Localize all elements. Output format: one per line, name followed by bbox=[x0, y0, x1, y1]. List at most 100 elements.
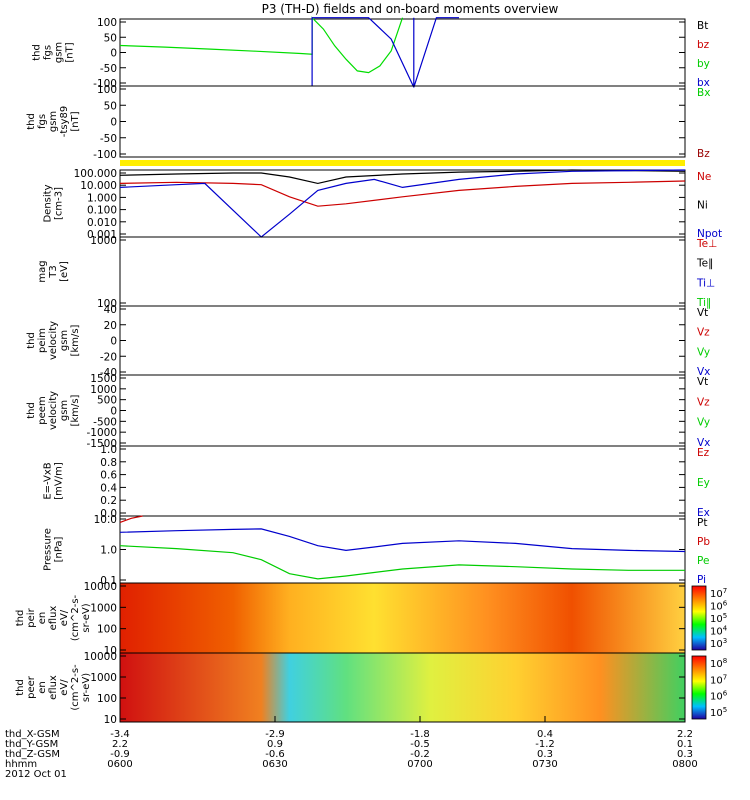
x-row-value: -0.5 bbox=[410, 739, 430, 750]
figure-title: P3 (TH-D) fields and on-board moments ov… bbox=[262, 2, 559, 16]
legend-label: Vy bbox=[697, 346, 710, 358]
y-tick-label: 10 bbox=[104, 645, 117, 657]
y-tick-label: 10.000 bbox=[80, 180, 117, 192]
date-label: 2012 Oct 01 bbox=[5, 769, 67, 780]
x-row-value: 0.3 bbox=[537, 749, 553, 760]
y-tick-label: 1.0 bbox=[100, 545, 117, 557]
panel-peer-energy-flux: 108 107 106 105 10000 1000 100 10 thdpeereneflux… bbox=[15, 651, 728, 726]
colorbar-tick-label: 105 bbox=[710, 706, 727, 719]
x-row-value: -0.6 bbox=[265, 749, 285, 760]
x-row-label: hhmm bbox=[5, 759, 37, 770]
legend-label: Vt bbox=[697, 307, 708, 319]
y-tick-label: 0 bbox=[110, 117, 117, 129]
x-row-label: thd_Y-GSM bbox=[5, 739, 58, 750]
y-tick-label: -500 bbox=[93, 416, 117, 428]
x-row-value: 0800 bbox=[672, 759, 697, 770]
colorbar-tick-label: 104 bbox=[710, 625, 728, 638]
series-line-Pi bbox=[119, 528, 686, 553]
colorbar-peir-energy-flux bbox=[691, 585, 707, 651]
y-tick-label: 1500 bbox=[90, 373, 117, 385]
y-tick-label: -1500 bbox=[86, 438, 117, 450]
y-tick-label: 50 bbox=[104, 100, 117, 112]
y-tick-label: -100 bbox=[93, 149, 117, 161]
y-tick-label: 20 bbox=[104, 320, 117, 332]
legend-label: Pb bbox=[697, 536, 710, 548]
y-tick-label: 1000 bbox=[90, 672, 117, 684]
series-line-Npot bbox=[119, 169, 686, 238]
y-tick-label: -40 bbox=[100, 367, 117, 379]
legend-label: Vz bbox=[697, 327, 710, 339]
colorbar-tick-label: 106 bbox=[710, 690, 728, 703]
y-tick-label: 0.0 bbox=[100, 508, 117, 520]
x-row-value: 0.4 bbox=[537, 729, 553, 740]
legend-label: Te‖ bbox=[696, 258, 713, 270]
colorbar-tick-label: 103 bbox=[710, 637, 727, 650]
y-tick-label: 1.000 bbox=[87, 192, 117, 204]
y-axis-title: thdfgsgsm-tsy89[nT] bbox=[26, 106, 81, 137]
y-tick-label: 50 bbox=[104, 32, 117, 44]
panel-fgs-gsm-full: 100 50 0 -50 -100 thdfgsgsm-tsy89[nT] Bx Bz bbox=[26, 84, 710, 161]
panel-peim-velocity: 40 20 0 -20 -40 thdpeimvelocitygsm[km/s] Vt Vz V… bbox=[26, 304, 710, 379]
series-line-Ni bbox=[119, 169, 686, 185]
x-row-value: 0.1 bbox=[677, 739, 693, 750]
x-row-value: 0600 bbox=[107, 759, 132, 770]
legend-label: Vx bbox=[697, 366, 710, 378]
colorbar-tick-label: 107 bbox=[710, 587, 727, 600]
y-tick-label: 1000 bbox=[90, 235, 117, 247]
legend-label: Pe bbox=[697, 555, 709, 567]
y-tick-label: 100 bbox=[97, 624, 117, 636]
y-tick-label: 10.0 bbox=[94, 514, 117, 526]
legend-label: Vx bbox=[697, 437, 710, 449]
legend-label: bx bbox=[697, 77, 710, 89]
colorbar-tick-label: 106 bbox=[710, 600, 728, 613]
y-tick-label: -20 bbox=[100, 351, 117, 363]
x-row-value: 2.2 bbox=[112, 739, 128, 750]
y-tick-label: -50 bbox=[100, 63, 117, 75]
y-axis-title: thdpeimvelocitygsm[km/s] bbox=[26, 321, 81, 360]
legend-label: Ez bbox=[697, 447, 710, 459]
legend-label: by bbox=[697, 58, 710, 70]
panel-frame bbox=[119, 445, 686, 517]
x-row-label: thd_Z-GSM bbox=[5, 749, 60, 760]
legend-label: Vt bbox=[697, 376, 708, 388]
y-tick-label: 0.1 bbox=[100, 575, 117, 587]
panel-frame bbox=[119, 374, 686, 447]
legend-label: Ex bbox=[697, 507, 710, 519]
x-row-value: 2.2 bbox=[677, 729, 693, 740]
series-line-bx bbox=[311, 17, 459, 88]
y-axis-title: E=-VxB[mV/m] bbox=[43, 462, 65, 500]
y-tick-label: 100.000 bbox=[74, 168, 117, 180]
y-axis-title: thdfgsgsm[nT] bbox=[32, 42, 76, 63]
y-tick-label: 1000 bbox=[90, 602, 117, 614]
series-line-by bbox=[119, 16, 404, 74]
x-row-value: -1.8 bbox=[410, 729, 430, 740]
colorbar-peer-energy-flux bbox=[691, 655, 707, 720]
series-line-Ne bbox=[119, 180, 686, 207]
legend-label: Ti⊥ bbox=[696, 277, 715, 289]
y-tick-label: 100 bbox=[97, 84, 117, 96]
x-row-value: -0.9 bbox=[110, 749, 130, 760]
x-row-value: -0.2 bbox=[410, 749, 430, 760]
y-tick-label: 100 bbox=[97, 298, 117, 310]
panels-group: 100500-50-100thdfgsgsm[nT]Btbzbybx100500… bbox=[15, 16, 728, 726]
yellow-separator bbox=[120, 160, 685, 166]
y-tick-label: 0.2 bbox=[100, 495, 117, 507]
y-tick-label: 10 bbox=[104, 714, 117, 726]
y-axis-title: thdpeemvelocitygsm[km/s] bbox=[26, 391, 81, 430]
y-tick-label: 10000 bbox=[84, 651, 117, 663]
legend-label: Bz bbox=[697, 148, 710, 160]
series-line-Pe bbox=[119, 545, 685, 580]
colorbar-tick-label: 107 bbox=[710, 673, 727, 686]
y-tick-label: 500 bbox=[97, 395, 117, 407]
y-axis-title: thdpeirenefluxeV/(cm^2-s-sr-eV) bbox=[15, 594, 92, 641]
panel-frame bbox=[119, 236, 686, 307]
y-axis-title: magT3[eV] bbox=[37, 260, 70, 282]
legend-label: Ey bbox=[697, 477, 710, 489]
y-axis-title: Density[cm-3] bbox=[43, 184, 65, 222]
y-tick-label: 0 bbox=[110, 406, 117, 418]
y-tick-label: -100 bbox=[93, 78, 117, 90]
panel-fgs-gsm-clip: 100 50 0 -50 -100 thdfgsgsm[nT] Bt bz by bx bbox=[32, 16, 710, 90]
